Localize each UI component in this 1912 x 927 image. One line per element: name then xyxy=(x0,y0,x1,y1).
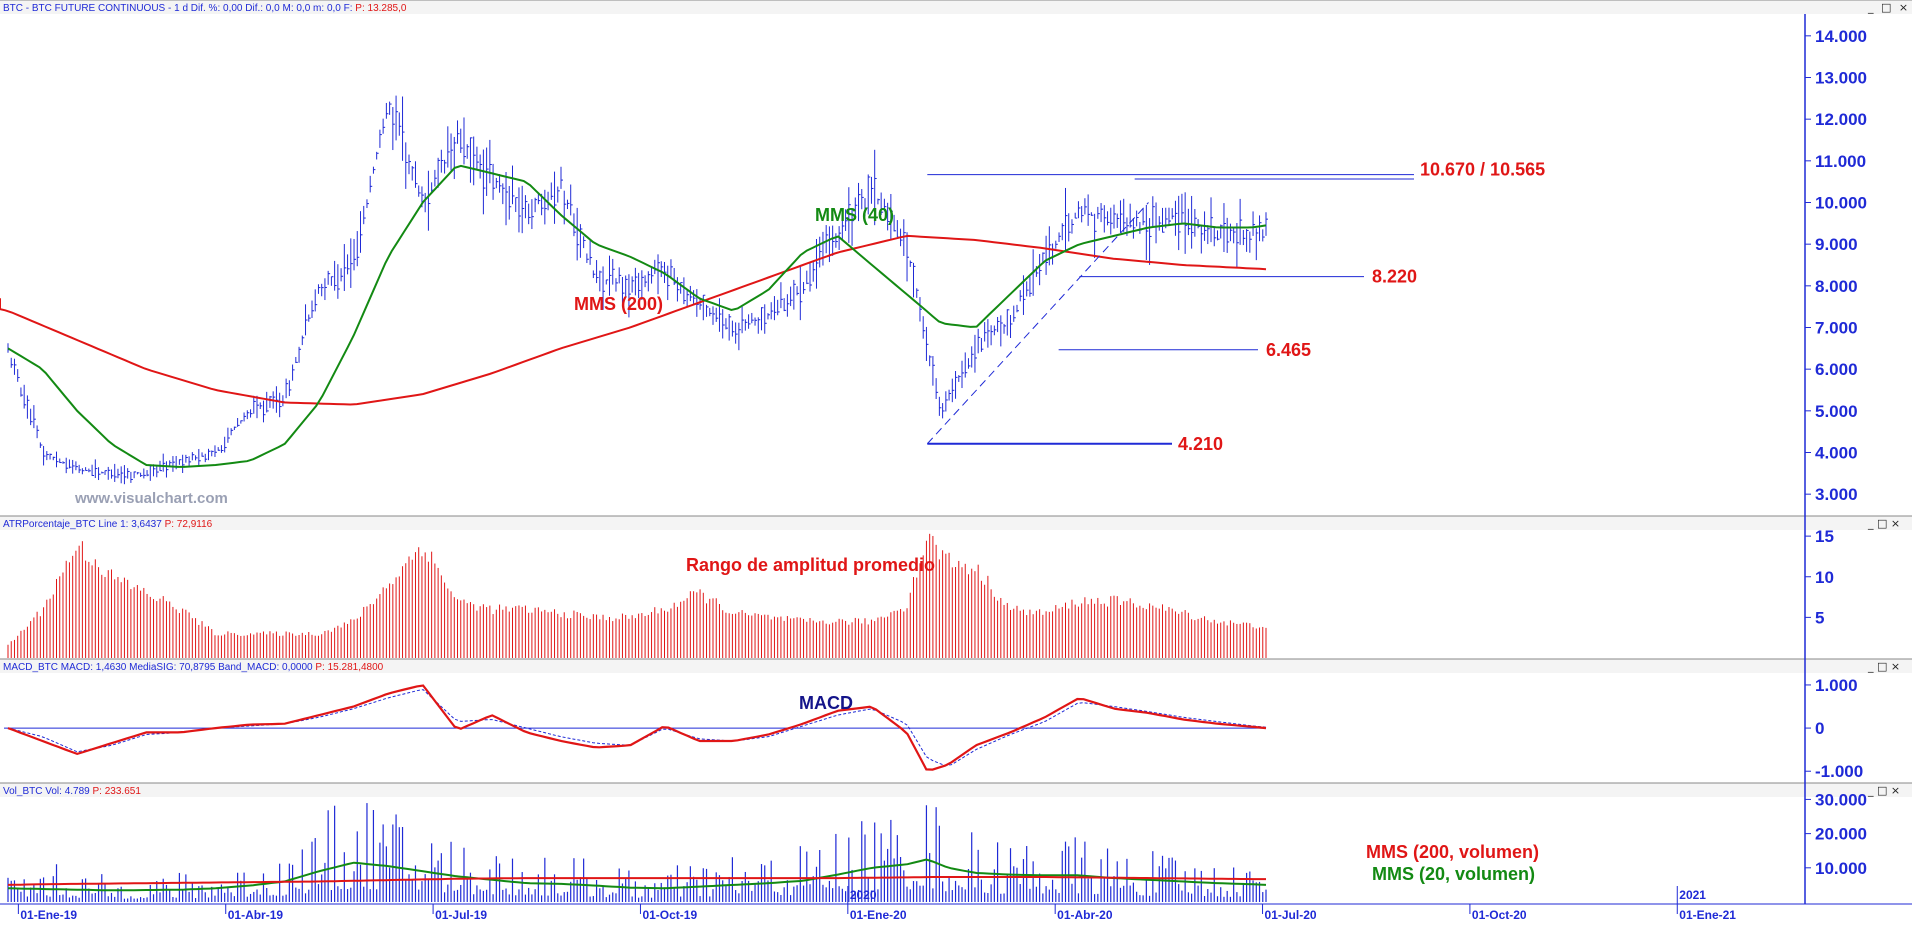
level-label: 8.220 xyxy=(1372,267,1417,287)
macd-line xyxy=(7,684,1267,771)
x-tick-label: 01-Ene-21 xyxy=(1679,908,1736,922)
vol-mms200-annotation: MMS (200, volumen) xyxy=(1366,842,1539,862)
mms40-annotation: MMS (40) xyxy=(815,205,894,225)
year-label: 2020 xyxy=(850,888,877,902)
y-tick-label: 3.000 xyxy=(1815,485,1858,504)
y-tick-label: 14.000 xyxy=(1815,27,1867,46)
price-header-part: P: 13.285,0 xyxy=(355,3,407,14)
y-tick-label: 10.000 xyxy=(1815,859,1867,878)
panel-header-bar xyxy=(0,659,1912,673)
level-label: 4.210 xyxy=(1178,434,1223,454)
volume-header-part: Vol_BTC Vol: 4.789 xyxy=(3,786,93,797)
volume-header: Vol_BTC Vol: 4.789 P: 233.651 xyxy=(3,786,141,797)
y-tick-label: 11.000 xyxy=(1815,152,1866,171)
window-controls-price[interactable]: _ □ × xyxy=(1868,1,1911,14)
watermark: www.visualchart.com xyxy=(74,490,228,507)
level-label: 10.670 / 10.565 xyxy=(1420,160,1545,180)
y-tick-label: 9.000 xyxy=(1815,235,1858,254)
y-tick-label: 12.000 xyxy=(1815,110,1867,129)
panel-header-bar xyxy=(0,516,1912,530)
vol-mms20-line xyxy=(7,858,1267,892)
panel-header-bar xyxy=(0,783,1912,797)
window-controls: _ □ × xyxy=(1867,660,1900,673)
x-tick-label: 01-Ene-20 xyxy=(850,908,907,922)
x-tick-label: 01-Jul-20 xyxy=(1265,908,1317,922)
x-tick-label: 01-Abr-19 xyxy=(228,908,284,922)
y-tick-label: 7.000 xyxy=(1815,319,1858,338)
y-tick-label: 15 xyxy=(1815,527,1834,546)
x-tick-label: 01-Oct-20 xyxy=(1472,908,1527,922)
atr-header: ATRPorcentaje_BTC Line 1: 3,6437 P: 72,9… xyxy=(3,519,213,530)
macd-header-part: MACD_BTC MACD: 1,4630 MediaSIG: 70,8795 … xyxy=(3,662,315,673)
level-label: 6.465 xyxy=(1266,340,1311,360)
mms200-line xyxy=(0,234,1267,406)
macd-header: MACD_BTC MACD: 1,4630 MediaSIG: 70,8795 … xyxy=(3,662,384,673)
mms200-annotation: MMS (200) xyxy=(574,294,663,314)
volume-header-part: P: 233.651 xyxy=(93,786,142,797)
panel-header-bar xyxy=(0,0,1912,14)
year-label: 2021 xyxy=(1679,888,1706,902)
y-tick-label: 30.000 xyxy=(1815,790,1867,809)
y-tick-label: 4.000 xyxy=(1815,444,1858,463)
y-tick-label: 10 xyxy=(1815,568,1834,587)
y-tick-label: -1.000 xyxy=(1815,762,1863,781)
price-header-part: BTC - BTC FUTURE CONTINUOUS - 1 d Dif. %… xyxy=(3,3,355,14)
y-tick-label: 1.000 xyxy=(1815,676,1858,695)
window-controls: _ □ × xyxy=(1867,517,1900,530)
trendline xyxy=(926,202,1149,445)
y-tick-label: 6.000 xyxy=(1815,360,1858,379)
vol-mms20-annotation: MMS (20, volumen) xyxy=(1372,864,1535,884)
window-controls: _ □ × xyxy=(1867,784,1900,797)
macd-title: MACD xyxy=(799,693,853,713)
x-tick-label: 01-Abr-20 xyxy=(1057,908,1113,922)
y-tick-label: 13.000 xyxy=(1815,69,1867,88)
macd-header-part: P: 15.281,4800 xyxy=(315,662,383,673)
y-tick-label: 5.000 xyxy=(1815,402,1858,421)
y-tick-label: 0 xyxy=(1815,719,1824,738)
y-tick-label: 8.000 xyxy=(1815,277,1858,296)
y-tick-label: 10.000 xyxy=(1815,194,1867,213)
x-tick-label: 01-Ene-19 xyxy=(20,908,77,922)
y-tick-label: 20.000 xyxy=(1815,825,1867,844)
mms40-line xyxy=(7,164,1267,468)
x-tick-label: 01-Jul-19 xyxy=(435,908,487,922)
atr-header-part: P: 72,9116 xyxy=(165,519,213,530)
atr-header-part: ATRPorcentaje_BTC Line 1: 3,6437 xyxy=(3,519,165,530)
vol-mms200-line xyxy=(7,876,1266,886)
x-tick-label: 01-Oct-19 xyxy=(642,908,697,922)
price-header: BTC - BTC FUTURE CONTINUOUS - 1 d Dif. %… xyxy=(3,3,407,14)
atr-title: Rango de amplitud promedio xyxy=(686,555,935,575)
y-tick-label: 5 xyxy=(1815,608,1824,627)
